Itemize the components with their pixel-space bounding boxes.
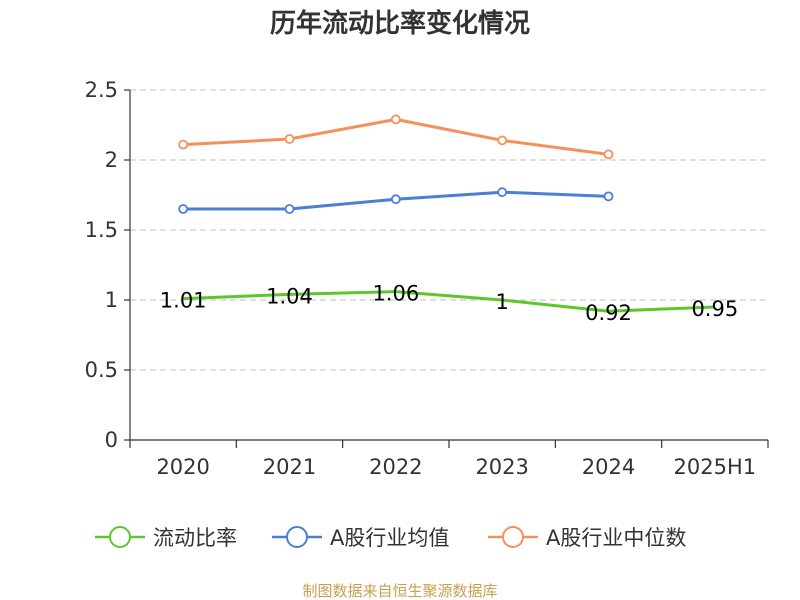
data-point bbox=[497, 187, 508, 198]
legend-marker bbox=[109, 526, 131, 548]
x-tick-label: 2025H1 bbox=[674, 455, 757, 479]
legend-marker bbox=[502, 526, 524, 548]
data-label: 0.95 bbox=[691, 297, 738, 321]
data-point bbox=[178, 204, 189, 214]
legend-label: 流动比率 bbox=[153, 526, 237, 550]
data-label: 1 bbox=[495, 290, 508, 314]
x-tick-label: 2022 bbox=[369, 455, 422, 479]
grid bbox=[130, 89, 768, 371]
series-group bbox=[178, 114, 715, 313]
y-tick-label: 1 bbox=[105, 288, 118, 312]
data-label: 1.06 bbox=[372, 282, 419, 306]
x-tick-label: 2021 bbox=[263, 455, 316, 479]
data-point bbox=[390, 194, 401, 205]
data-point bbox=[284, 204, 295, 214]
data-point bbox=[178, 139, 189, 150]
data-point bbox=[390, 114, 401, 125]
data-point bbox=[497, 135, 508, 146]
data-point bbox=[603, 191, 614, 202]
data-point bbox=[284, 134, 295, 144]
legend-label: A股行业均值 bbox=[330, 526, 449, 550]
legend-label: A股行业中位数 bbox=[546, 526, 686, 550]
series-line-3 bbox=[183, 117, 609, 156]
chart-title: 历年流动比率变化情况 bbox=[270, 8, 530, 39]
x-tick-label: 2020 bbox=[156, 455, 209, 479]
data-point bbox=[603, 149, 614, 160]
y-tick-label: 2.5 bbox=[85, 78, 118, 102]
data-label: 1.01 bbox=[160, 289, 207, 313]
axes: 0 0.5 1 1.5 2 2.5 2020 2021 2022 2023 2024 2025H1 bbox=[85, 78, 769, 479]
y-tick-label: 0 bbox=[105, 428, 118, 452]
x-tick-label: 2024 bbox=[582, 455, 635, 479]
legend-marker bbox=[286, 526, 308, 548]
source-note: 制图数据来自恒生聚源数据库 bbox=[302, 582, 497, 600]
x-tick-label: 2023 bbox=[475, 455, 528, 479]
legend: 流动比率 A股行业均值 A股行业中位数 bbox=[95, 526, 686, 550]
data-labels: 1.01 1.04 1.06 1 0.92 0.95 bbox=[160, 282, 738, 326]
data-label: 1.04 bbox=[266, 284, 313, 308]
y-tick-label: 1.5 bbox=[85, 218, 118, 242]
series-line-1 bbox=[183, 290, 715, 313]
data-label: 0.92 bbox=[585, 301, 632, 325]
y-tick-label: 0.5 bbox=[85, 358, 118, 382]
y-tick-label: 2 bbox=[105, 148, 118, 172]
